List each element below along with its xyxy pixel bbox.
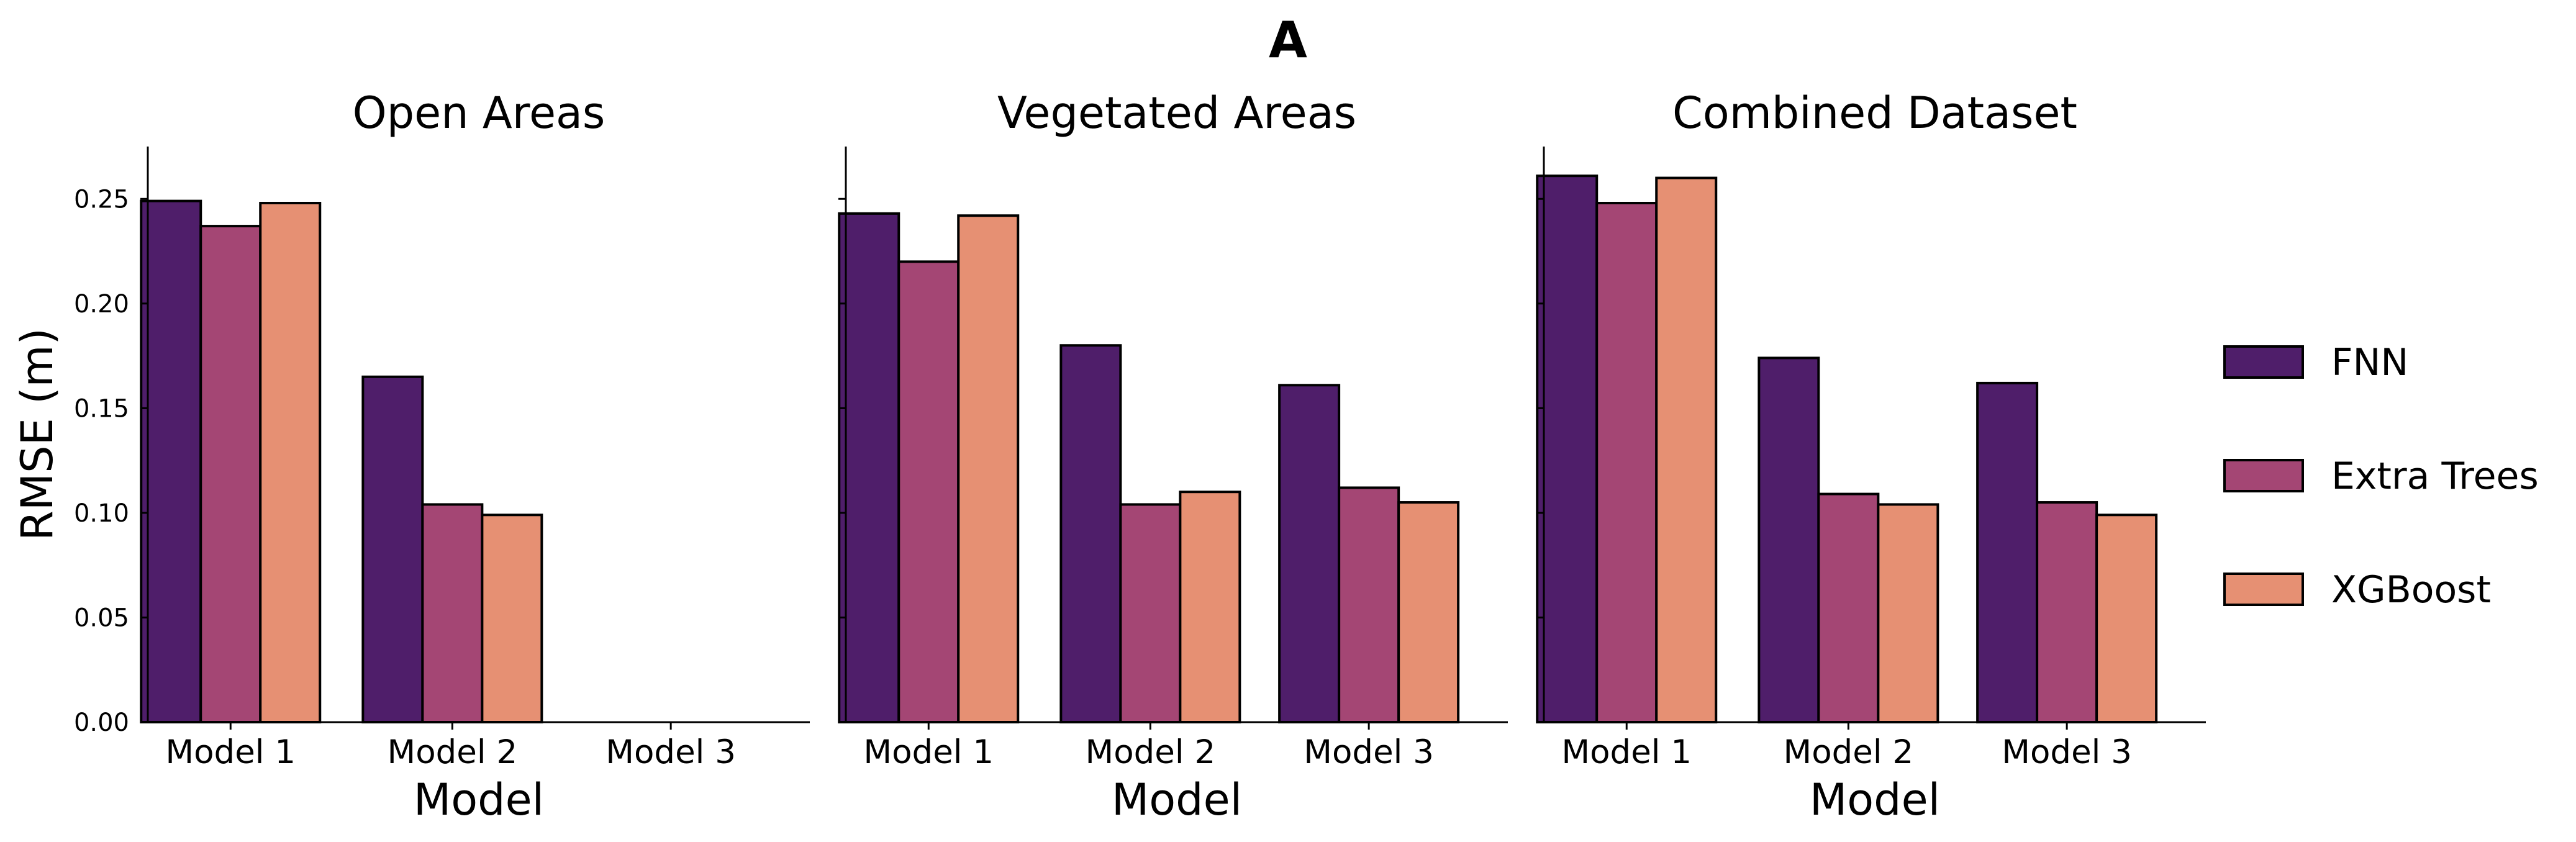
- bar-extra-trees-model-2: [1817, 492, 1880, 723]
- legend-swatch-extra-trees: [2223, 459, 2304, 492]
- legend-label: FNN: [2331, 341, 2408, 384]
- panel-title: Open Areas: [353, 88, 605, 138]
- bar-xgboost-model-1: [1655, 176, 1718, 723]
- legend-label: XGBoost: [2331, 568, 2491, 612]
- y-tick-label: 0.10: [74, 499, 129, 528]
- panels: Model 1 Model 2 Model 3 0.00 0.05 0.10 0.15 0.2…: [12, 88, 2206, 825]
- bar-fnn-model-2: [361, 375, 424, 723]
- x-tick-label: Model 2: [388, 733, 518, 771]
- x-axis-label: Model: [414, 774, 544, 825]
- panel-0: Model 1 Model 2 Model 3 0.00 0.05 0.10 0.15 0.2…: [12, 88, 810, 825]
- y-axis-label: RMSE (m): [12, 328, 63, 541]
- panel-1: Model 1 Model 2 Model 3 Vegetated Areas Mode…: [838, 88, 1508, 825]
- bar-fnn-model-1: [838, 212, 900, 723]
- bar-extra-trees-model-1: [199, 225, 262, 723]
- legend-label: Extra Trees: [2331, 455, 2539, 498]
- x-axis-label: Model: [1810, 774, 1940, 825]
- x-tick-label: Model 1: [863, 733, 994, 771]
- bar-xgboost-model-2: [1179, 491, 1241, 723]
- bar-fnn-model-3: [1976, 381, 2039, 723]
- legend-swatch-xgboost: [2223, 573, 2304, 606]
- bar-fnn-model-1: [140, 199, 202, 724]
- bar-xgboost-model-3: [2095, 514, 2158, 724]
- panel-title: Vegetated Areas: [997, 88, 1356, 138]
- x-tick-label: Model 3: [605, 733, 736, 771]
- y-tick-label: 0.25: [74, 185, 129, 214]
- bar-xgboost-model-3: [1397, 501, 1460, 724]
- x-tick-label: Model 2: [1086, 733, 1216, 771]
- panel-title: Combined Dataset: [1672, 88, 2077, 138]
- bar-extra-trees-model-2: [421, 503, 484, 724]
- bar-extra-trees-model-3: [1338, 486, 1400, 723]
- bar-fnn-model-2: [1757, 356, 1820, 723]
- x-tick-label: Model 3: [1304, 733, 1434, 771]
- y-tick-label: 0.20: [74, 290, 129, 319]
- bar-fnn-model-3: [1278, 384, 1341, 723]
- bar-xgboost-model-2: [481, 514, 543, 724]
- y-tick-label: 0.15: [74, 394, 129, 423]
- y-tick-label: 0.05: [74, 604, 129, 632]
- legend: FNN Extra Trees XGBoost: [2223, 341, 2539, 612]
- y-tick-label: 0.00: [74, 708, 129, 737]
- bar-extra-trees-model-1: [897, 260, 960, 723]
- bar-fnn-model-2: [1059, 344, 1122, 723]
- bar-extra-trees-model-2: [1119, 503, 1182, 724]
- bar-fnn-model-1: [1536, 174, 1599, 723]
- bar-extra-trees-model-3: [2036, 501, 2098, 724]
- figure-title: A: [1269, 11, 1307, 69]
- panel-2: Model 1 Model 2 Model 3 Combined Dataset Mod…: [1536, 88, 2206, 825]
- x-axis-label: Model: [1112, 774, 1242, 825]
- bar-xgboost-model-1: [957, 214, 1020, 723]
- x-tick-label: Model 1: [1561, 733, 1692, 771]
- bar-extra-trees-model-1: [1595, 202, 1658, 724]
- x-tick-label: Model 1: [165, 733, 296, 771]
- x-tick-label: Model 2: [1784, 733, 1914, 771]
- x-tick-label: Model 3: [2002, 733, 2132, 771]
- bar-xgboost-model-1: [259, 202, 322, 724]
- legend-swatch-fnn: [2223, 345, 2304, 379]
- bar-xgboost-model-2: [1877, 503, 1939, 724]
